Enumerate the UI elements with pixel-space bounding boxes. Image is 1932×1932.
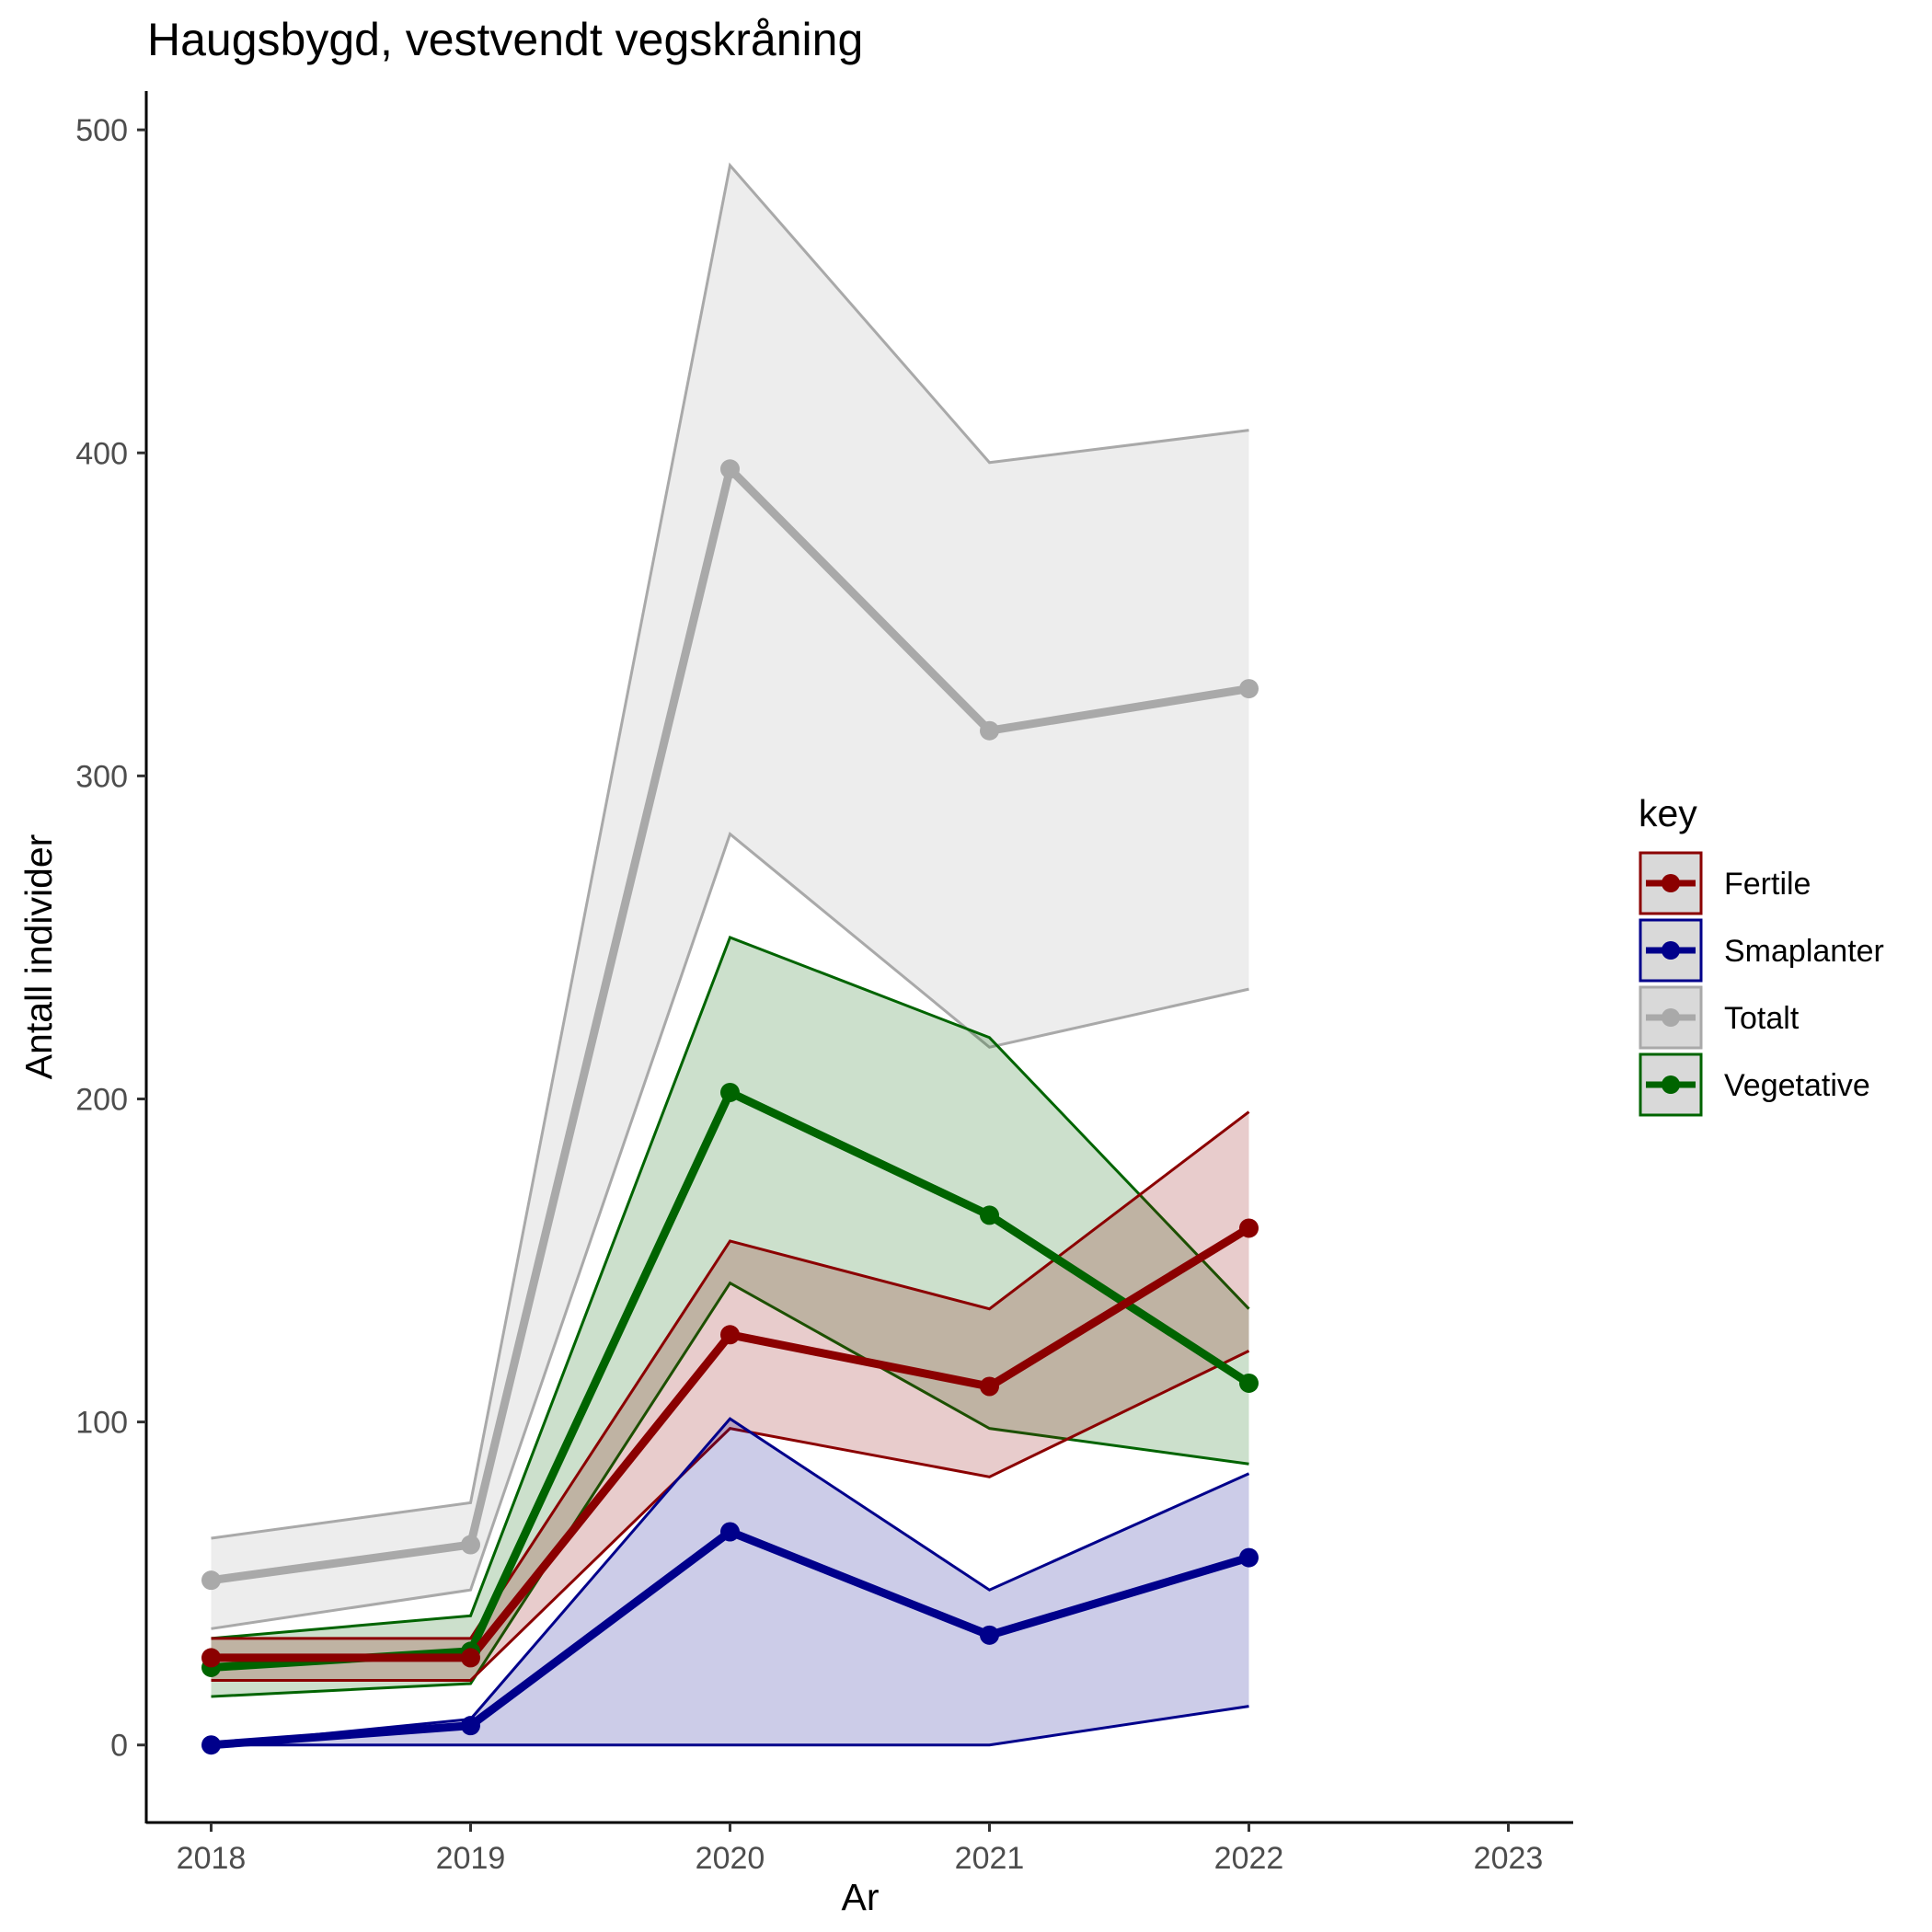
smaplanter-point	[1239, 1547, 1259, 1568]
totalt-point	[980, 720, 999, 741]
legend-item-fertile: Fertile	[1639, 851, 1811, 915]
totalt-upper-bound	[211, 162, 1249, 1540]
smaplanter-lower-bound	[211, 1705, 1249, 1747]
y-ticks: 0 100 200 300 400 500	[75, 113, 146, 1764]
smaplanter-point	[461, 1716, 480, 1736]
smaplanter-point	[201, 1735, 221, 1755]
vegetative-point	[1239, 1373, 1259, 1393]
legend-item-smaplanter: Smaplanter	[1639, 918, 1884, 983]
confidence-bands	[211, 162, 1250, 1747]
totalt-point	[461, 1535, 480, 1555]
fertile-upper-bound	[211, 1110, 1250, 1640]
x-tick-label: 2019	[436, 1841, 506, 1876]
x-tick-label: 2020	[696, 1841, 765, 1876]
legend-title: key	[1639, 792, 1697, 834]
legend-label: Smaplanter	[1724, 934, 1884, 969]
y-tick-label: 0	[110, 1729, 128, 1764]
chart-title: Haugsbygd, vestvendt vegskråning	[147, 14, 863, 65]
legend-item-vegetative: Vegetative	[1639, 1052, 1870, 1117]
legend-label: Vegetative	[1724, 1068, 1870, 1103]
vegetative-lower-bound	[211, 1281, 1249, 1698]
y-axis-title: Antall individer	[17, 834, 60, 1080]
smaplanter-band	[211, 1419, 1249, 1745]
fertile-point	[720, 1325, 740, 1345]
y-tick-label: 400	[75, 436, 128, 471]
legend-label: Fertile	[1724, 867, 1811, 902]
totalt-point	[720, 459, 740, 479]
y-tick-label: 100	[75, 1406, 128, 1441]
y-tick-label: 300	[75, 759, 128, 794]
y-tick-label: 500	[75, 113, 128, 148]
vegetative-point	[980, 1205, 999, 1225]
fertile-point	[1239, 1218, 1259, 1238]
x-tick-label: 2022	[1214, 1841, 1284, 1876]
smaplanter-point	[720, 1522, 740, 1542]
totalt-point	[201, 1570, 221, 1591]
fertile-lower-bound	[211, 1350, 1250, 1683]
legend-item-totalt: Totalt	[1639, 985, 1800, 1050]
legend-items: Fertile Smaplanter Totalt Vegetative	[1639, 851, 1884, 1117]
vegetative-point	[720, 1082, 740, 1102]
legend: key Fertile Smaplanter Totalt Vegetative	[1639, 792, 1884, 1117]
smaplanter-point	[980, 1625, 999, 1645]
totalt-lower-bound	[211, 832, 1249, 1630]
fertile-point	[980, 1376, 999, 1397]
totalt-band	[211, 165, 1249, 1629]
series-points	[201, 459, 1259, 1755]
axes	[144, 91, 1573, 1824]
legend-key-point	[1662, 1075, 1680, 1094]
legend-key-point	[1662, 1008, 1680, 1027]
totalt-point	[1239, 679, 1259, 699]
fertile-band	[211, 1111, 1249, 1681]
y-tick-label: 200	[75, 1082, 128, 1117]
x-tick-label: 2021	[955, 1841, 1025, 1876]
fertile-point	[201, 1648, 221, 1668]
legend-label: Totalt	[1724, 1001, 1800, 1036]
vegetative-upper-bound	[211, 935, 1250, 1640]
legend-key-point	[1662, 874, 1680, 892]
fertile-point	[461, 1648, 480, 1668]
x-axis-title: Ar	[842, 1876, 880, 1918]
x-ticks: 2018 2019 2020 2021 2022 2023	[177, 1823, 1544, 1876]
smaplanter-upper-bound	[211, 1417, 1250, 1747]
x-tick-label: 2018	[177, 1841, 247, 1876]
legend-key-point	[1662, 941, 1680, 960]
vegetative-band	[211, 937, 1249, 1697]
x-tick-label: 2023	[1474, 1841, 1544, 1876]
